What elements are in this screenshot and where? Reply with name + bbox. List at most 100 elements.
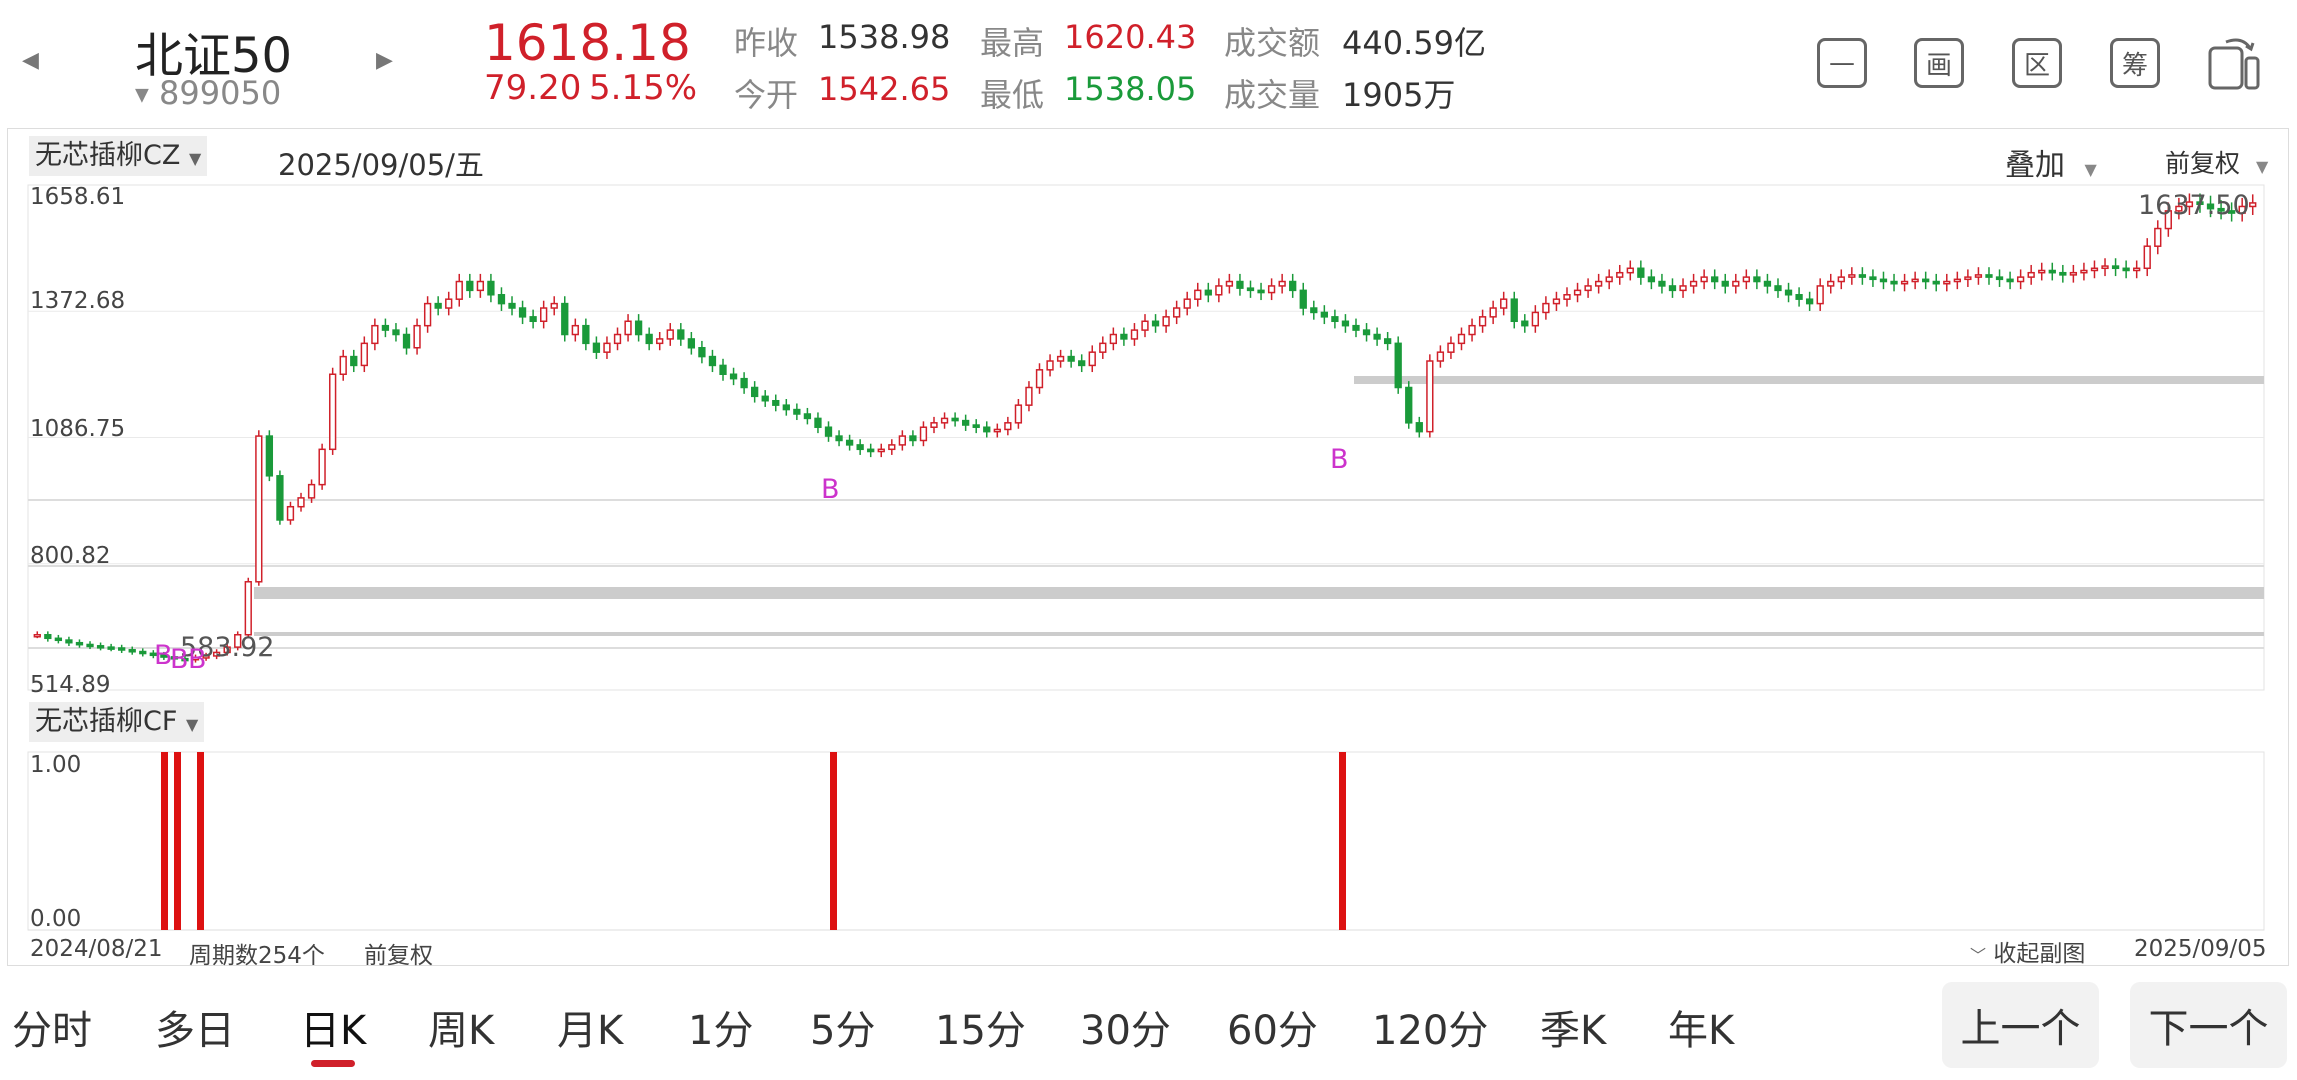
dropdown-icon[interactable]: ▼ (135, 84, 149, 106)
candle-body (2196, 201, 2204, 206)
y-tick-label: 1086.75 (30, 416, 126, 442)
candle-body (529, 316, 537, 323)
candle-body (1278, 280, 1286, 287)
rotate-screen-icon[interactable] (2206, 34, 2262, 92)
candle-body (740, 377, 748, 389)
candle-body (888, 444, 896, 451)
buy-marker: B (188, 644, 207, 675)
candle-body (191, 656, 200, 661)
main-indicator-selector[interactable]: 无芯插柳CZ ▼ (29, 136, 208, 176)
support-band (1354, 376, 2264, 384)
candle-body (2143, 245, 2151, 270)
candle-body (983, 426, 991, 433)
tab-weekly-k[interactable]: 周K (428, 1008, 495, 1054)
candle-body (255, 435, 263, 583)
adjust-selector[interactable]: 前复权 ▼ (2165, 144, 2268, 180)
candle-body (856, 444, 864, 451)
candle-body (1078, 360, 1086, 367)
prev-stock-button[interactable]: 上一个 (1942, 982, 2099, 1068)
candle-body (592, 342, 601, 353)
signal-bar (830, 752, 837, 930)
tab-quarterly-k[interactable]: 季K (1540, 1008, 1607, 1054)
next-symbol-arrow[interactable]: ▶ (376, 48, 393, 73)
candle-body (1531, 311, 1539, 327)
tab-120min[interactable]: 120分 (1372, 1008, 1489, 1054)
stat-value-high: 1620.43 (1064, 18, 1197, 56)
candle-body (603, 342, 611, 353)
range-icon[interactable]: 区 (2012, 38, 2062, 88)
candle-body (656, 338, 664, 345)
candle-body (297, 497, 305, 508)
candle-body (33, 634, 41, 638)
candle-body (160, 654, 168, 658)
tab-60min[interactable]: 60分 (1227, 1008, 1318, 1054)
minimize-icon[interactable]: — (1817, 38, 1867, 88)
candle-body (1056, 355, 1065, 362)
candle-body (1500, 298, 1508, 309)
candle-body (719, 364, 727, 375)
candle-body (371, 324, 379, 345)
tab-multi-day[interactable]: 多日 (155, 1008, 235, 1054)
signal-bar (1339, 752, 1346, 930)
candle-body (1763, 280, 1772, 287)
candle-body (2249, 202, 2257, 208)
chevron-down-icon: ﹀ (1970, 946, 1987, 965)
draw-icon[interactable]: 画 (1914, 38, 1964, 88)
candle-body (1236, 280, 1244, 289)
candle-body (782, 404, 790, 411)
candle-body (2133, 267, 2141, 272)
candle-body (1943, 280, 1951, 285)
overlay-selector[interactable]: 叠加 ▼ (2005, 140, 2097, 184)
candle-body (1109, 333, 1118, 345)
candle-body (2185, 201, 2194, 208)
collapse-subchart-button[interactable]: ﹀ 收起副图 (1970, 934, 2085, 968)
candle-body (1405, 386, 1413, 424)
range-end-date: 2025/09/05 (2134, 936, 2267, 962)
candle-body (202, 655, 210, 659)
candle-body (1711, 276, 1719, 283)
tab-monthly-k[interactable]: 月K (557, 1008, 624, 1054)
chevron-down-icon: ▼ (185, 715, 199, 734)
candle-body (1246, 287, 1255, 292)
candle-body (434, 302, 442, 309)
candle-body (1162, 316, 1170, 327)
candle-body (993, 428, 1001, 433)
main-indicator-label: 无芯插柳CZ (35, 140, 181, 171)
tab-15min[interactable]: 15分 (935, 1008, 1026, 1054)
candle-body (540, 307, 548, 323)
candle-body (571, 324, 579, 336)
candle-body (128, 649, 136, 653)
sub-y-tick-label: 1.00 (30, 752, 82, 778)
candle-body (1805, 298, 1814, 305)
candle-body (677, 329, 685, 340)
candle-body (550, 302, 558, 309)
candle-body (1594, 280, 1603, 287)
candle-body (170, 656, 179, 660)
candle-body (350, 355, 358, 367)
candle-body (1869, 276, 1877, 281)
next-stock-button[interactable]: 下一个 (2130, 982, 2287, 1068)
candle-body (65, 639, 73, 644)
candle-body (1911, 278, 1919, 283)
chip-icon[interactable]: 筹 (2110, 38, 2160, 88)
tab-intraday[interactable]: 分时 (12, 1008, 92, 1054)
tab-30min[interactable]: 30分 (1080, 1008, 1171, 1054)
candle-body (919, 426, 928, 442)
tab-1min[interactable]: 1分 (688, 1008, 754, 1054)
tab-daily-k[interactable]: 日K (300, 1008, 367, 1054)
candle-body (2217, 207, 2225, 212)
sub-y-tick-label: 0.00 (30, 906, 82, 932)
tab-5min[interactable]: 5分 (810, 1008, 876, 1054)
tab-yearly-k[interactable]: 年K (1668, 1008, 1735, 1054)
price-change-pct: 5.15% (589, 68, 698, 108)
candle-body (1267, 285, 1276, 294)
candle-body (708, 355, 717, 367)
candle-body (1352, 324, 1360, 331)
candle-body (698, 347, 706, 358)
sub-indicator-selector[interactable]: 无芯插柳CF ▼ (29, 702, 205, 742)
candle-body (1837, 276, 1845, 283)
candle-body (877, 448, 885, 453)
prev-symbol-arrow[interactable]: ◀ (22, 48, 39, 73)
candle-body (1753, 276, 1761, 283)
